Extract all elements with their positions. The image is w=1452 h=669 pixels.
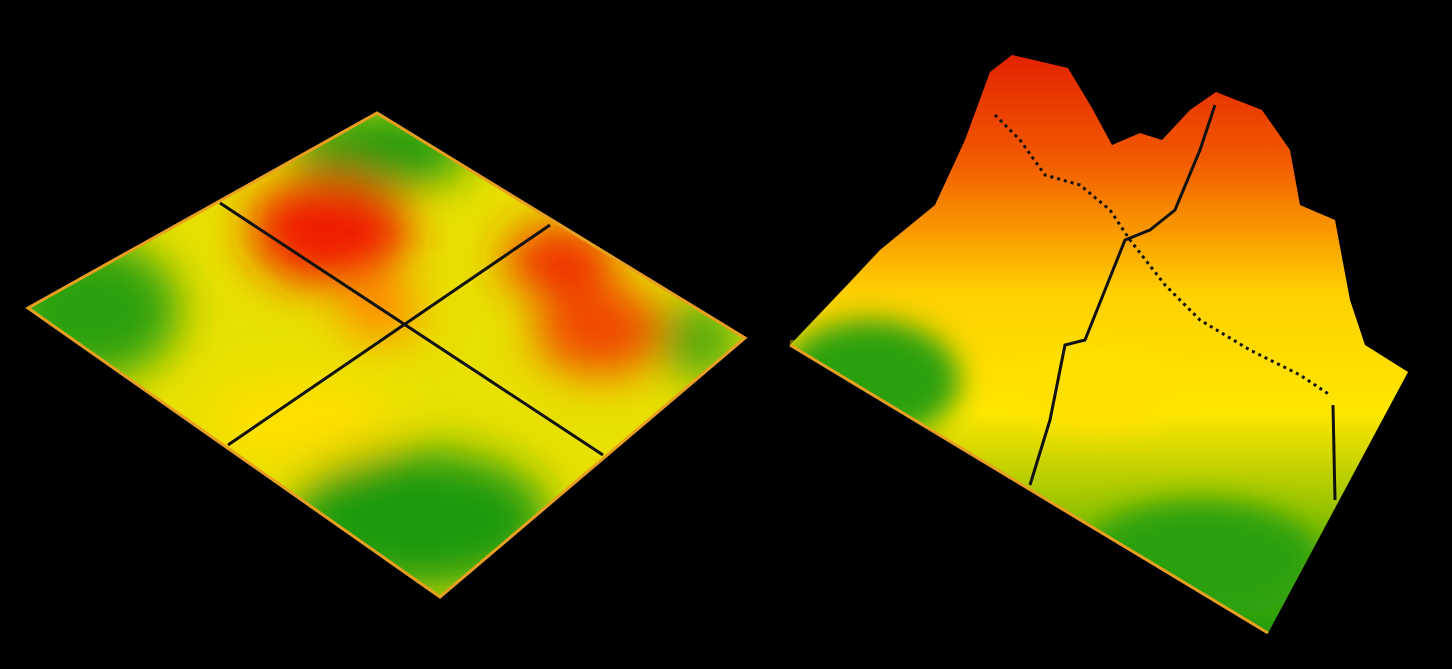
surface-edge — [789, 343, 1269, 635]
plate-border — [25, 111, 748, 599]
